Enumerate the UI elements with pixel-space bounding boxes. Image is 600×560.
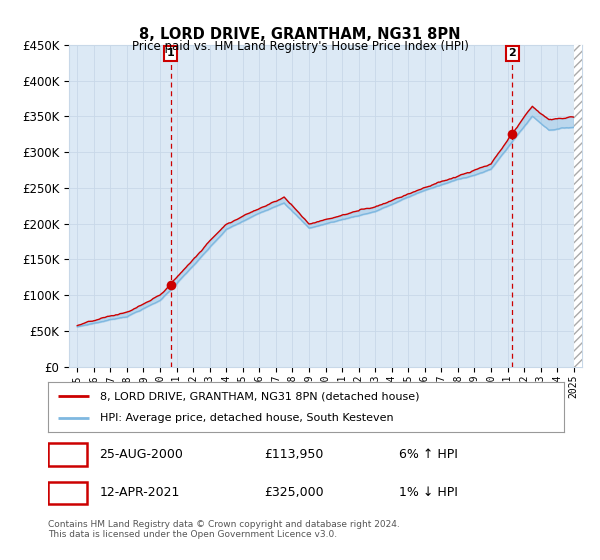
Polygon shape: [574, 45, 582, 367]
Text: HPI: Average price, detached house, South Kesteven: HPI: Average price, detached house, Sout…: [100, 413, 393, 423]
Text: 6% ↑ HPI: 6% ↑ HPI: [399, 448, 458, 461]
Text: 8, LORD DRIVE, GRANTHAM, NG31 8PN (detached house): 8, LORD DRIVE, GRANTHAM, NG31 8PN (detac…: [100, 391, 419, 401]
Text: £325,000: £325,000: [265, 486, 325, 500]
Text: 8, LORD DRIVE, GRANTHAM, NG31 8PN: 8, LORD DRIVE, GRANTHAM, NG31 8PN: [139, 27, 461, 42]
Text: Price paid vs. HM Land Registry's House Price Index (HPI): Price paid vs. HM Land Registry's House …: [131, 40, 469, 53]
Text: 12-APR-2021: 12-APR-2021: [100, 486, 180, 500]
Text: 2: 2: [508, 48, 516, 58]
FancyBboxPatch shape: [48, 482, 86, 504]
Text: 25-AUG-2000: 25-AUG-2000: [100, 448, 184, 461]
Text: 2: 2: [63, 486, 72, 500]
Text: 1: 1: [167, 48, 175, 58]
Text: 1: 1: [63, 448, 72, 461]
Text: 1% ↓ HPI: 1% ↓ HPI: [399, 486, 458, 500]
Text: Contains HM Land Registry data © Crown copyright and database right 2024.
This d: Contains HM Land Registry data © Crown c…: [48, 520, 400, 539]
Text: £113,950: £113,950: [265, 448, 324, 461]
FancyBboxPatch shape: [48, 444, 86, 466]
